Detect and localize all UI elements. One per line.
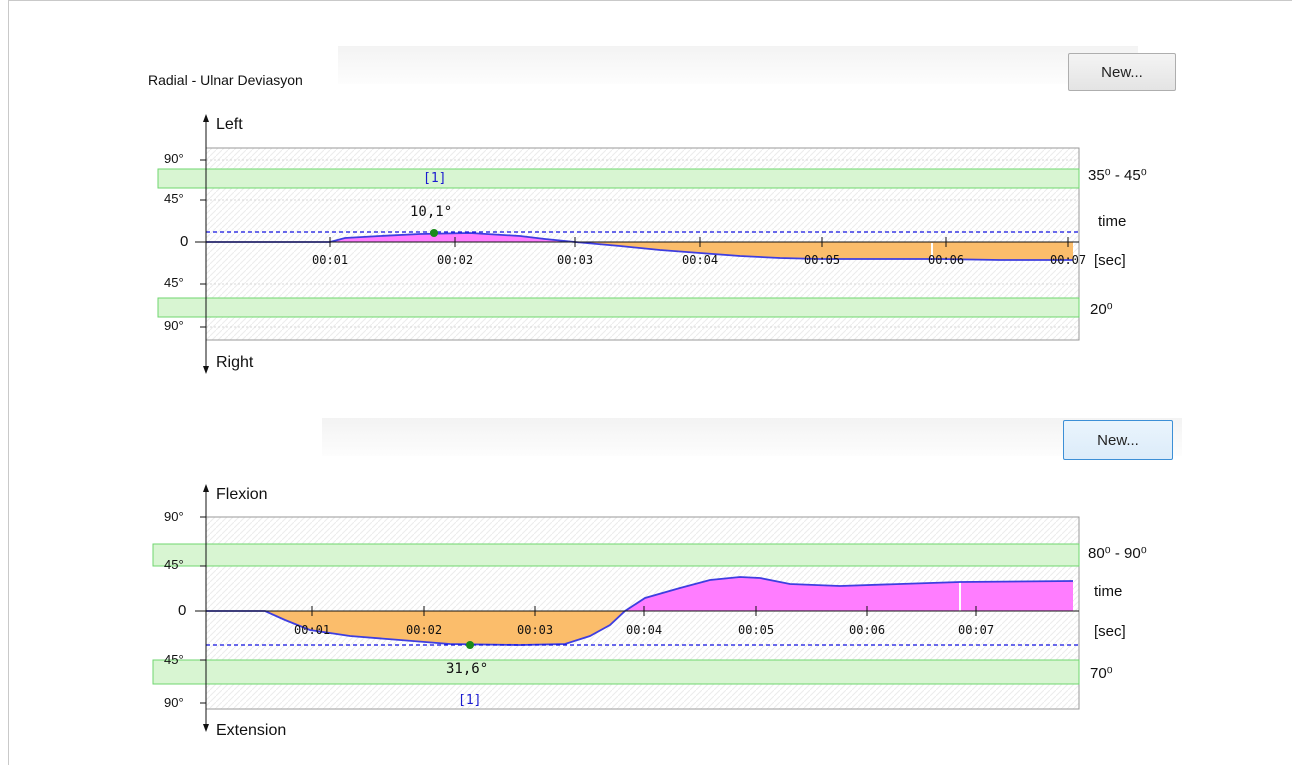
time-label: time — [1098, 213, 1127, 230]
x-tick-label: 00:06 — [849, 623, 886, 637]
y-tick-label: 0 — [178, 602, 187, 619]
x-tick-label: 00:04 — [682, 253, 719, 267]
y-tick-label: 45° — [164, 652, 184, 667]
new-button[interactable]: New... — [1068, 53, 1176, 91]
y-axis-top-label: Flexion — [216, 486, 268, 503]
x-tick-label: 00:07 — [958, 623, 995, 637]
y-tick-label: 90° — [164, 151, 184, 166]
y-tick-label: 45° — [164, 275, 184, 290]
y-axis-bottom-label: Right — [216, 354, 254, 371]
unit-label: [sec] — [1094, 252, 1126, 269]
y-tick-label: 90° — [164, 509, 184, 524]
x-tick-label: 00:01 — [294, 623, 331, 637]
x-tick-label: 00:01 — [312, 253, 349, 267]
x-tick-label: 00:05 — [738, 623, 775, 637]
y-tick-label: 45° — [164, 191, 184, 206]
repetition-marker-label: [1] — [458, 693, 482, 708]
x-tick-label: 00:03 — [517, 623, 554, 637]
x-tick-label: 00:07 — [1050, 253, 1087, 267]
x-tick-label: 00:04 — [626, 623, 663, 637]
bottom-range-label: 20⁰ — [1090, 301, 1113, 318]
new-button[interactable]: New... — [1063, 420, 1173, 460]
y-tick-label: 90° — [164, 695, 184, 710]
y-tick-label: 90° — [164, 318, 184, 333]
top-range-label: 35⁰ - 45⁰ — [1088, 167, 1147, 184]
chart-title: Radial - Ulnar Deviasyon — [148, 72, 303, 88]
time-label: time — [1094, 583, 1123, 600]
x-tick-label: 00:02 — [406, 623, 443, 637]
y-axis-bottom-label: Extension — [216, 722, 287, 739]
y-tick-label: 45° — [164, 557, 184, 572]
x-tick-label: 00:05 — [804, 253, 841, 267]
peak-value-label: 31,6° — [446, 661, 489, 677]
peak-value-label: 10,1° — [410, 204, 453, 220]
x-tick-label: 00:06 — [928, 253, 965, 267]
x-tick-label: 00:03 — [557, 253, 594, 267]
header-strip — [322, 418, 1182, 456]
header-strip — [338, 46, 1138, 84]
top-range-label: 80⁰ - 90⁰ — [1088, 545, 1147, 562]
repetition-marker-label: [1] — [423, 171, 447, 186]
unit-label: [sec] — [1094, 623, 1126, 640]
bottom-range-label: 70⁰ — [1090, 665, 1113, 682]
x-tick-label: 00:02 — [437, 253, 474, 267]
y-tick-label: 0 — [180, 233, 189, 250]
y-axis-top-label: Left — [216, 116, 243, 133]
window-frame — [8, 0, 1292, 765]
